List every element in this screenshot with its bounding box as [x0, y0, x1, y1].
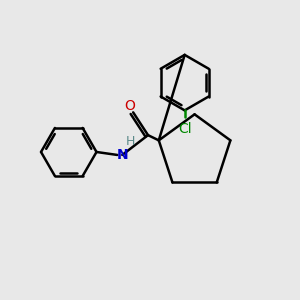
Text: Cl: Cl — [178, 122, 191, 136]
Text: H: H — [125, 135, 135, 148]
Text: N: N — [116, 148, 128, 162]
Text: O: O — [124, 99, 135, 113]
